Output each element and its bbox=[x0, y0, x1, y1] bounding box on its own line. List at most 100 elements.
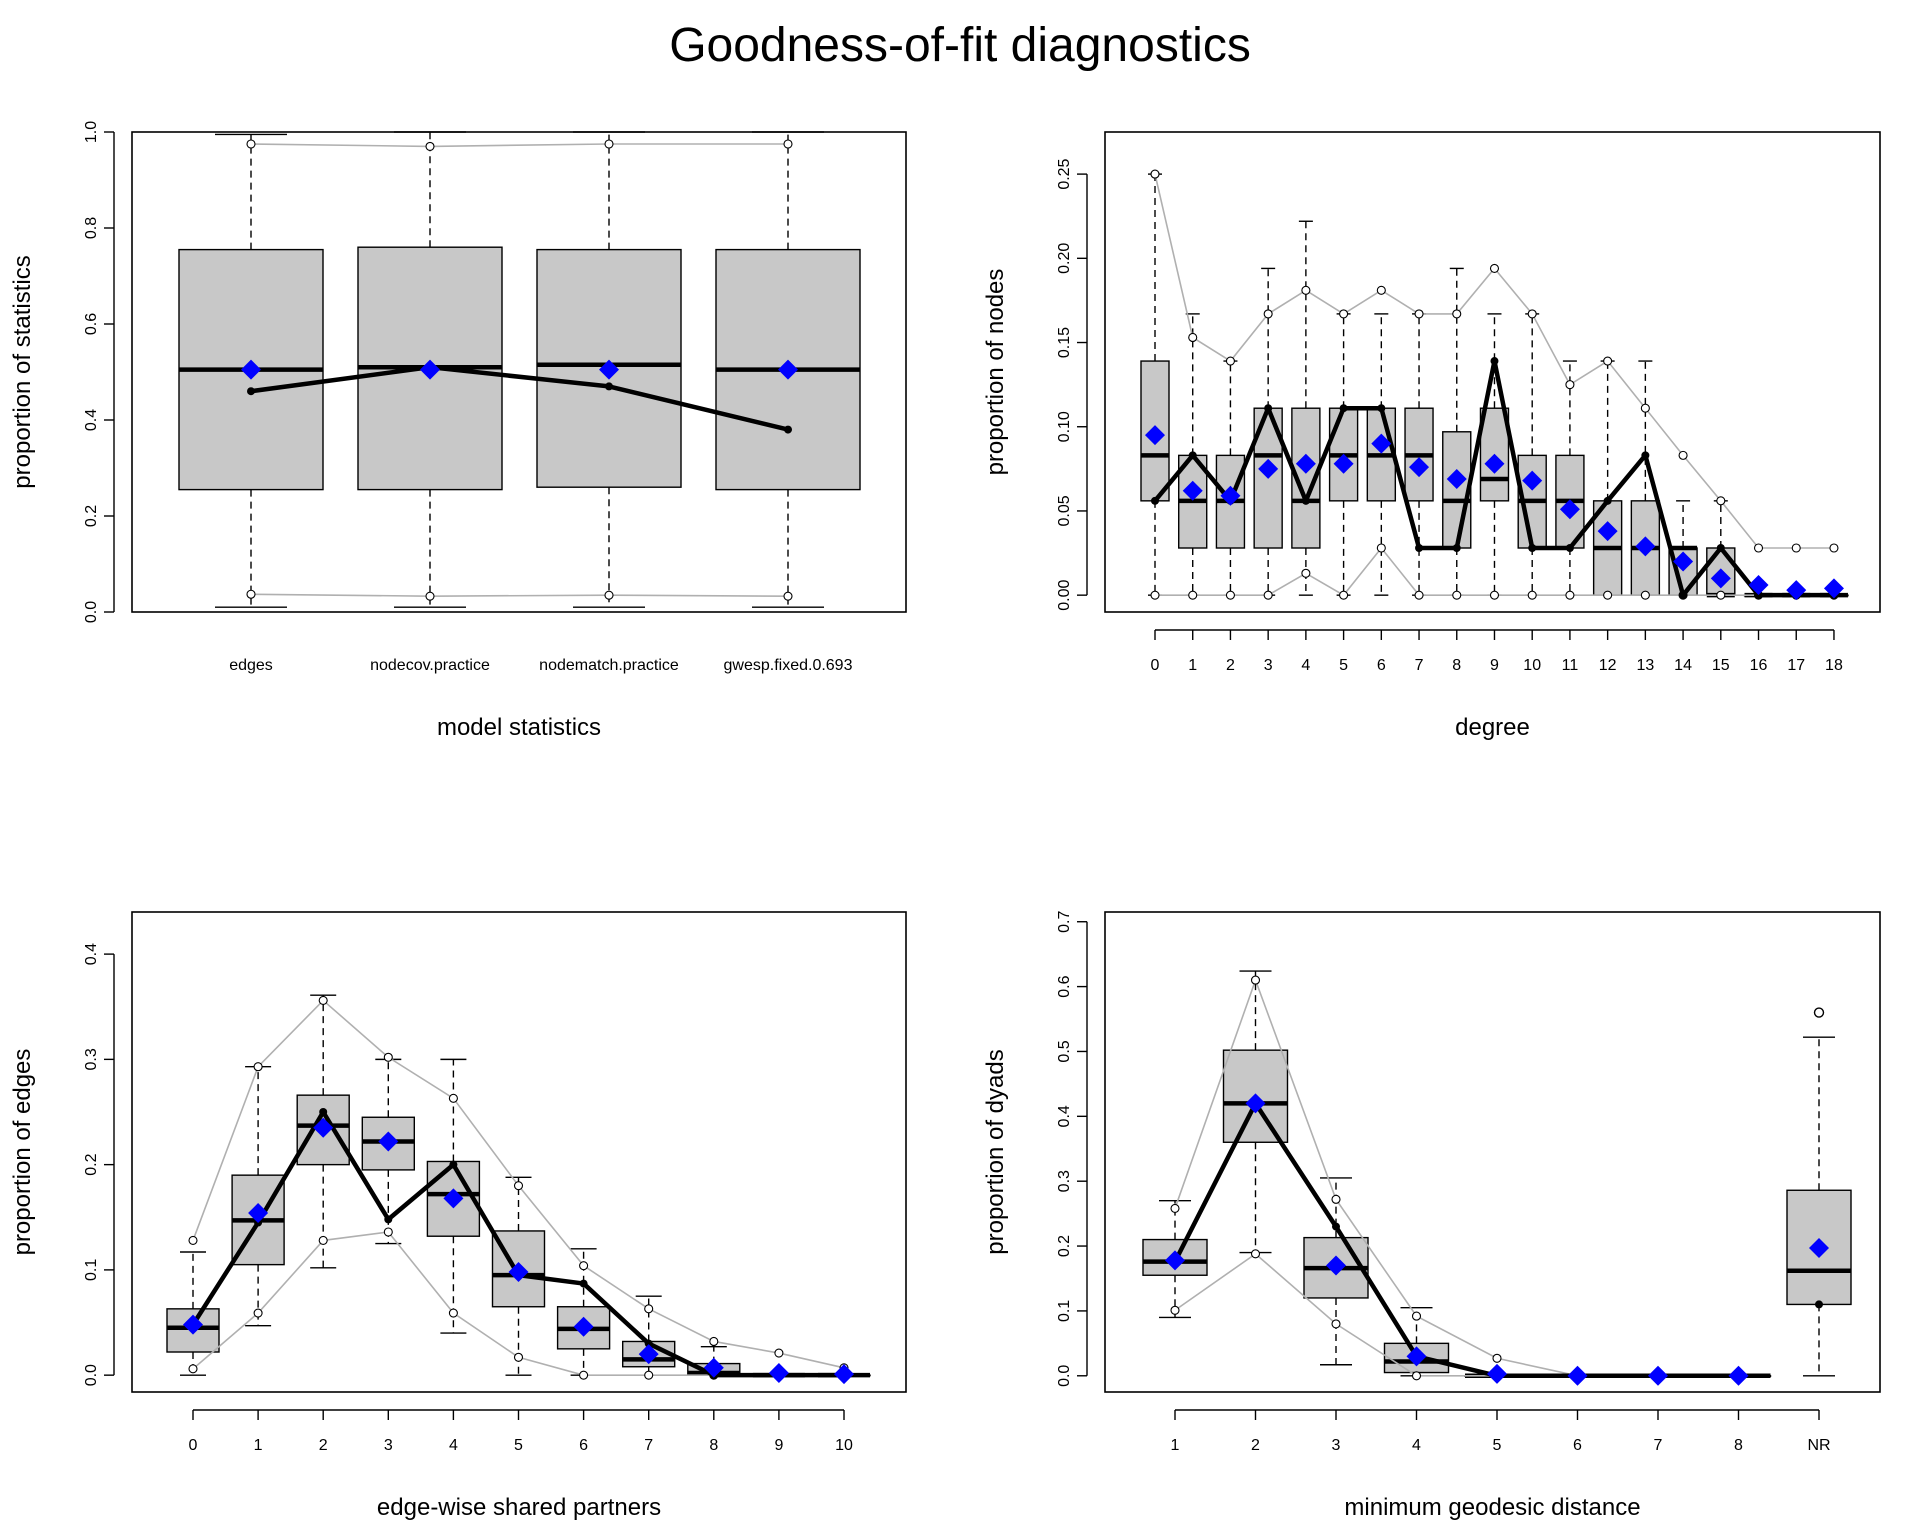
observed-point bbox=[1377, 404, 1386, 413]
observed-point bbox=[1264, 404, 1273, 413]
observed-point bbox=[1679, 591, 1688, 600]
range-point bbox=[188, 1364, 198, 1374]
range-point bbox=[1489, 590, 1500, 600]
x-tick-label: 4 bbox=[449, 1437, 458, 1454]
y-tick-label: 0.6 bbox=[83, 313, 100, 335]
range-point bbox=[383, 1227, 393, 1237]
mean-marker bbox=[1487, 1363, 1507, 1384]
x-tick-label: 16 bbox=[1750, 657, 1768, 674]
range-point bbox=[1565, 380, 1575, 390]
x-tick-label: 12 bbox=[1599, 657, 1617, 674]
range-point bbox=[1170, 1203, 1180, 1213]
mean-marker bbox=[1823, 578, 1844, 599]
x-tick-label: 6 bbox=[579, 1437, 588, 1454]
mean-marker bbox=[1295, 453, 1316, 474]
range-point bbox=[1250, 1249, 1261, 1259]
range-point bbox=[253, 1062, 263, 1072]
x-tick-label: 10 bbox=[1523, 657, 1541, 674]
y-tick-label: 0.3 bbox=[83, 1048, 100, 1070]
y-tick-label: 0.3 bbox=[1056, 1170, 1073, 1192]
range-point bbox=[513, 1181, 524, 1191]
observed-point bbox=[1603, 496, 1612, 505]
range-line-low bbox=[1174, 1252, 1739, 1377]
observed-point bbox=[247, 387, 255, 396]
observed-point bbox=[605, 382, 613, 391]
mean-marker bbox=[1559, 499, 1580, 520]
range-point bbox=[448, 1093, 458, 1103]
y-tick-label: 0.8 bbox=[83, 217, 100, 239]
observed-point bbox=[1528, 544, 1537, 552]
y-tick-label: 0.2 bbox=[83, 505, 100, 527]
range-point bbox=[1263, 309, 1273, 319]
x-tick-label: 7 bbox=[644, 1437, 653, 1454]
range-point bbox=[783, 591, 793, 601]
chart-panel-3: 0.0 0.1 0.2 0.3 0.4 0 1 2 3 4 5 6 7 8 9 10 edge-wise sha… bbox=[9, 911, 907, 1521]
x-tick-label: 0 bbox=[189, 1437, 198, 1454]
range-point bbox=[1225, 356, 1235, 366]
range-point bbox=[774, 1348, 784, 1358]
mean-marker bbox=[1786, 580, 1807, 601]
range-point bbox=[1339, 309, 1349, 319]
mean-marker bbox=[443, 1188, 464, 1209]
y-axis-title: proportion of statistics bbox=[9, 255, 36, 488]
mean-marker bbox=[1567, 1365, 1588, 1386]
x-tick-label: 8 bbox=[1734, 1437, 1743, 1454]
range-line-high bbox=[250, 143, 788, 148]
y-tick-label: 0.10 bbox=[1056, 411, 1073, 442]
outlier-point bbox=[1813, 1007, 1825, 1018]
observed-point bbox=[319, 1108, 328, 1116]
x-tick-label: 6 bbox=[1377, 657, 1386, 674]
x-tick-label: 13 bbox=[1636, 657, 1654, 674]
range-point bbox=[1414, 309, 1424, 319]
range-point bbox=[1640, 590, 1650, 600]
range-point bbox=[1263, 590, 1273, 600]
x-tick-label: 3 bbox=[1332, 1437, 1341, 1454]
x-tick-label: 2 bbox=[1226, 657, 1235, 674]
mean-marker bbox=[573, 1316, 594, 1337]
range-point bbox=[383, 1052, 393, 1062]
range-point bbox=[1170, 1305, 1180, 1315]
x-tick-label: 1 bbox=[254, 1437, 263, 1454]
range-point bbox=[318, 995, 328, 1005]
mean-marker bbox=[1245, 1093, 1266, 1114]
mean-marker bbox=[1145, 425, 1165, 446]
observed-point bbox=[1754, 591, 1763, 600]
mean-marker bbox=[1635, 536, 1656, 557]
mean-marker bbox=[1165, 1250, 1185, 1271]
observed-point bbox=[1188, 451, 1197, 460]
range-point bbox=[1716, 496, 1726, 506]
range-line-high bbox=[1174, 977, 1739, 1377]
range-point bbox=[1527, 590, 1537, 600]
observed-point bbox=[1151, 496, 1159, 505]
x-tick-label: 10 bbox=[835, 1437, 853, 1454]
mean-marker bbox=[1182, 480, 1203, 501]
range-point bbox=[1603, 590, 1613, 600]
plot-frame bbox=[131, 131, 907, 613]
y-tick-label: 0.4 bbox=[83, 943, 100, 965]
mean-marker bbox=[1446, 468, 1467, 489]
mean-marker bbox=[1406, 1346, 1427, 1367]
mean-marker bbox=[1748, 575, 1769, 596]
mean-marker bbox=[1728, 1365, 1749, 1386]
x-tick-label: 11 bbox=[1562, 657, 1579, 674]
x-tick-label: 5 bbox=[1339, 657, 1348, 674]
mean-marker bbox=[1220, 485, 1241, 506]
mean-marker bbox=[638, 1344, 659, 1365]
y-tick-label: 0.2 bbox=[83, 1153, 100, 1175]
y-tick-label: 0.0 bbox=[83, 1364, 100, 1386]
x-tick-label: nodematch.practice bbox=[539, 657, 679, 674]
range-point bbox=[1376, 285, 1386, 295]
observed-point bbox=[1815, 1300, 1823, 1309]
y-tick-label: 0.2 bbox=[1056, 1235, 1073, 1257]
box bbox=[1442, 431, 1472, 549]
observed-point bbox=[579, 1279, 588, 1288]
range-point bbox=[425, 141, 435, 151]
y-tick-label: 0.4 bbox=[1056, 1105, 1073, 1127]
observed-point bbox=[1716, 544, 1725, 552]
mean-marker bbox=[834, 1364, 854, 1385]
mean-marker bbox=[248, 1203, 269, 1224]
x-tick-label: nodecov.practice bbox=[370, 657, 490, 674]
range-point bbox=[1331, 1194, 1341, 1204]
y-tick-label: 0.1 bbox=[83, 1259, 100, 1281]
y-axis-title: proportion of dyads bbox=[982, 1049, 1009, 1254]
